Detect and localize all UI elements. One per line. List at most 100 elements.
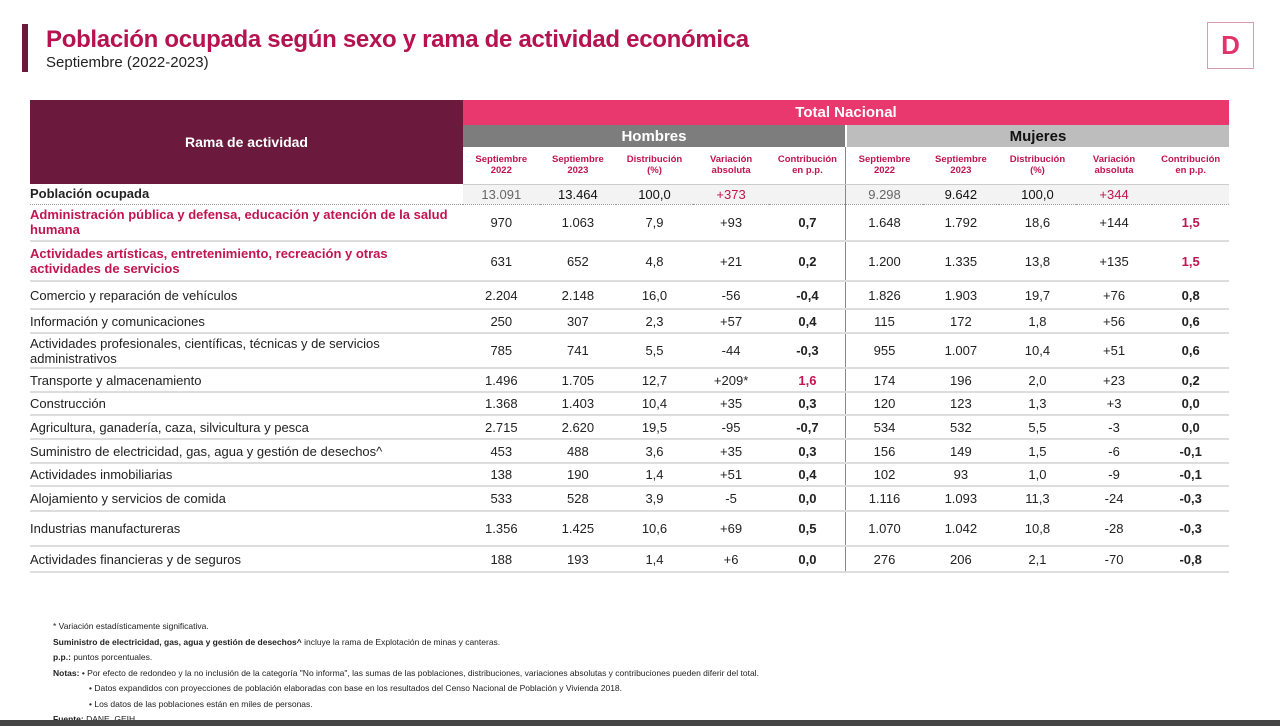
hombres-sep2023-cell: 741 [539,333,617,369]
hombres-contribucion-cell: 0,3 [769,439,847,464]
hombres-variacion-cell: +21 [692,241,770,282]
hombres-distribucion-cell: 4,8 [616,241,693,282]
mujeres-distribucion-cell: 11,3 [999,486,1076,512]
row-label: Comercio y reparación de vehículos [30,281,463,310]
hombres-header: Hombres [463,125,847,147]
mujeres-variacion-cell: +3 [1075,392,1153,416]
hombres-variacion-cell: -44 [692,333,770,369]
row-label: Suministro de electricidad, gas, agua y … [30,439,463,464]
hombres-distribucion-cell: 1,4 [616,546,693,573]
hombres-contribucion-cell: 0,2 [769,241,847,282]
mujeres-col-header: Septiembre 2023 [922,147,1000,185]
mujeres-contribucion-cell: -0,3 [1152,511,1229,547]
mujeres-variacion-cell: +344 [1075,184,1153,205]
mujeres-distribucion-cell: 19,7 [999,281,1076,310]
mujeres-header: Mujeres [845,125,1229,147]
mujeres-contribucion-cell: 1,5 [1152,204,1229,242]
table-row: Actividades inmobiliarias 138 190 1,4 +51 0,4… [30,463,1229,487]
mujeres-variacion-cell: +135 [1075,241,1153,282]
mujeres-variacion-cell: -9 [1075,463,1153,487]
hombres-sep2022-cell: 2.204 [463,281,540,310]
table-row: Suministro de electricidad, gas, agua y … [30,439,1229,464]
note-significance: * Variación estadísticamente significati… [53,621,209,631]
hombres-col-header: Distribución (%) [616,147,693,185]
mujeres-sep2022-cell: 1.200 [845,241,923,282]
hombres-contribucion-cell: 0,4 [769,309,847,334]
hombres-sep2023-cell: 2.148 [539,281,617,310]
logo-letter: D [1221,30,1240,60]
hombres-contribucion-cell: -0,7 [769,415,847,440]
mujeres-distribucion-cell: 2,0 [999,368,1076,393]
mujeres-distribucion-cell: 5,5 [999,415,1076,440]
footnotes: * Variación estadísticamente significati… [53,619,759,728]
hombres-sep2022-cell: 970 [463,204,540,242]
hombres-distribucion-cell: 10,6 [616,511,693,547]
mujeres-variacion-cell: +56 [1075,309,1153,334]
mujeres-distribucion-cell: 100,0 [999,184,1076,205]
hombres-sep2023-cell: 1.403 [539,392,617,416]
row-label: Administración pública y defensa, educac… [30,204,463,242]
hombres-variacion-cell: -5 [692,486,770,512]
mujeres-contribucion-cell: 0,6 [1152,309,1229,334]
mujeres-variacion-cell: -70 [1075,546,1153,573]
table-row: Alojamiento y servicios de comida 533 528 3… [30,486,1229,512]
table-row: Actividades financieras y de seguros 188 1… [30,546,1229,573]
hombres-contribucion-cell: 0,0 [769,486,847,512]
hombres-distribucion-cell: 16,0 [616,281,693,310]
mujeres-variacion-cell: +51 [1075,333,1153,369]
row-label: Agricultura, ganadería, caza, silvicultu… [30,415,463,440]
mujeres-distribucion-cell: 18,6 [999,204,1076,242]
hombres-sep2023-cell: 1.063 [539,204,617,242]
mujeres-contribucion-cell: 0,8 [1152,281,1229,310]
employment-table: Rama de actividad Total Nacional Hombres… [30,100,1229,573]
mujeres-sep2023-cell: 1.093 [922,486,1000,512]
hombres-sep2022-cell: 13.091 [463,184,540,205]
hombres-col-header: Septiembre 2022 [463,147,540,185]
note-pp-term: p.p.: [53,652,71,662]
mujeres-col-header: Septiembre 2022 [845,147,923,185]
mujeres-contribucion-cell: 0,0 [1152,392,1229,416]
hombres-sep2023-cell: 307 [539,309,617,334]
mujeres-sep2022-cell: 9.298 [845,184,923,205]
mujeres-variacion-cell: -6 [1075,439,1153,464]
table-row: Actividades artísticas, entretenimiento,… [30,241,1229,282]
note-notas: Notas: • Por efecto de redondeo y la no … [53,666,759,682]
hombres-variacion-cell: +51 [692,463,770,487]
hombres-variacion-cell: -56 [692,281,770,310]
hombres-distribucion-cell: 2,3 [616,309,693,334]
table-row: Actividades profesionales, científicas, … [30,333,1229,369]
note-pp-text: puntos porcentuales. [70,652,153,662]
hombres-contribucion-cell [769,184,847,205]
table-row: Administración pública y defensa, educac… [30,204,1229,242]
row-label: Actividades artísticas, entretenimiento,… [30,241,463,282]
table-row: Industrias manufactureras 1.356 1.425 10,6 +… [30,511,1229,547]
hombres-variacion-cell: +93 [692,204,770,242]
hombres-distribucion-cell: 10,4 [616,392,693,416]
mujeres-sep2022-cell: 955 [845,333,923,369]
mujeres-contribucion-cell: -0,3 [1152,486,1229,512]
mujeres-sep2023-cell: 1.792 [922,204,1000,242]
hombres-distribucion-cell: 7,9 [616,204,693,242]
hombres-sep2023-cell: 190 [539,463,617,487]
hombres-sep2022-cell: 453 [463,439,540,464]
hombres-variacion-cell: +35 [692,392,770,416]
hombres-distribucion-cell: 12,7 [616,368,693,393]
mujeres-sep2022-cell: 102 [845,463,923,487]
note-notas-term: Notas: [53,667,80,678]
note-suministro: Suministro de electricidad, gas, agua y … [53,635,759,651]
row-label: Población ocupada [30,184,463,205]
hombres-sep2023-cell: 488 [539,439,617,464]
hombres-sep2023-cell: 13.464 [539,184,617,205]
mujeres-variacion-cell: -3 [1075,415,1153,440]
mujeres-contribucion-cell: -0,1 [1152,439,1229,464]
mujeres-distribucion-cell: 1,8 [999,309,1076,334]
mujeres-sep2022-cell: 1.070 [845,511,923,547]
mujeres-contribucion-cell: 0,2 [1152,368,1229,393]
hombres-distribucion-cell: 1,4 [616,463,693,487]
hombres-distribucion-cell: 3,9 [616,486,693,512]
mujeres-distribucion-cell: 2,1 [999,546,1076,573]
hombres-col-header: Variación absoluta [692,147,770,185]
table-row: Transporte y almacenamiento 1.496 1.705 12,… [30,368,1229,393]
mujeres-sep2022-cell: 115 [845,309,923,334]
mujeres-sep2022-cell: 174 [845,368,923,393]
